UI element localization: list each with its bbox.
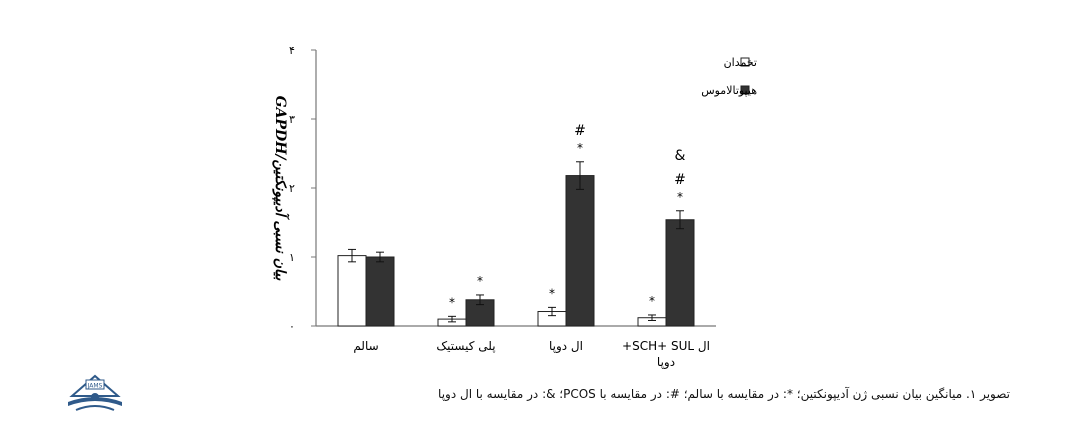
y-tick-label: ۱ <box>289 251 295 264</box>
significance-mark: # <box>674 172 686 188</box>
y-tick-label: ۳ <box>289 113 295 126</box>
bar <box>565 175 595 327</box>
significance-mark: * <box>449 295 455 309</box>
bar <box>337 255 367 327</box>
significance-mark: * <box>549 286 555 300</box>
chart-legend: تخمدان هیپوتالاموس <box>701 56 757 97</box>
jams-logo: JAMS <box>68 374 122 411</box>
legend-label: تخمدان <box>724 56 757 69</box>
legend-swatch <box>740 57 750 67</box>
figure-caption: تصویر ۱. میانگین بیان نسبی ژن آدیپونکتین… <box>438 387 1010 401</box>
logo-text: JAMS <box>87 383 103 390</box>
significance-mark: * <box>677 190 683 204</box>
significance-mark: # <box>574 123 586 139</box>
legend-label: هیپوتالاموس <box>701 84 757 97</box>
y-tick-label: ۲ <box>289 182 295 195</box>
x-tick-label: ال SCH+ SUL+ <box>622 339 710 353</box>
legend-swatch <box>740 85 750 95</box>
y-axis-label: بیان نسبی آدیپونکتین/GAPDH <box>272 96 290 282</box>
significance-mark: * <box>477 274 483 288</box>
significance-mark: * <box>649 294 655 308</box>
significance-mark: * <box>577 141 583 155</box>
y-tick-label: ۴ <box>289 44 295 57</box>
x-tick-label: پلی کیستیک <box>436 339 495 353</box>
x-tick-label: ال دوپا <box>549 339 583 354</box>
y-tick-label: ۰ <box>289 320 295 333</box>
x-tick-label: دوپا <box>657 355 675 370</box>
chart-bars: * * * * # * * # & <box>337 123 695 327</box>
bar <box>665 219 695 327</box>
x-tick-label: سالم <box>353 339 378 353</box>
bar <box>365 256 395 327</box>
significance-mark: & <box>675 148 686 164</box>
